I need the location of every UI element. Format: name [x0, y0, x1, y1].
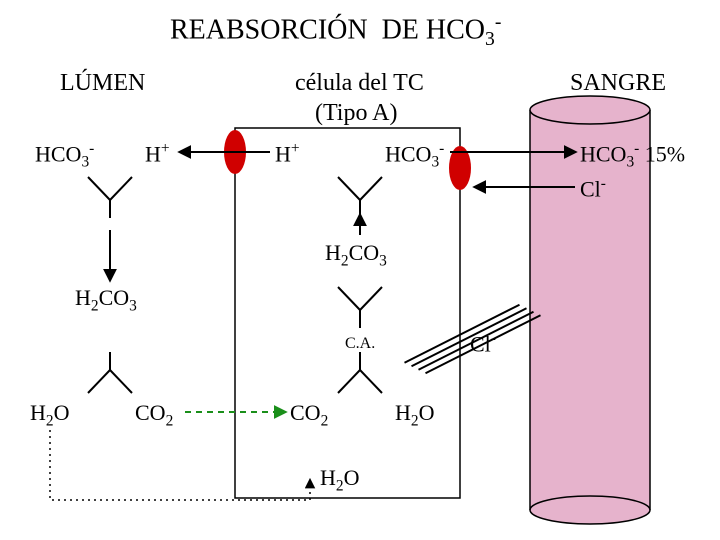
label-h2o_C: H2O: [395, 400, 434, 430]
label-co2_C: CO2: [290, 400, 328, 430]
label-hco3_C: HCO3-: [385, 140, 444, 172]
label-hplus_L: H+: [145, 140, 170, 167]
label-h2co3_L: H2CO3: [75, 285, 137, 315]
label-cl_R: Cl-: [580, 175, 606, 202]
diagram-title: REABSORCIÓN DE HCO3-: [170, 12, 501, 51]
label-cellTC: célula del TC: [295, 70, 424, 97]
label-cl_mid: Cl-: [470, 330, 496, 357]
label-hco3_R: HCO3- 15%: [580, 140, 685, 172]
label-sangre: SANGRE: [570, 70, 666, 97]
label-hplus_C: H+: [275, 140, 300, 167]
label-h2o_L: H2O: [30, 400, 69, 430]
label-h2o_B: H2O: [320, 465, 359, 495]
label-lumen: LÚMEN: [60, 70, 145, 97]
label-hco3_L: HCO3-: [35, 140, 94, 172]
label-co2_L: CO2: [135, 400, 173, 430]
label-tipoA: (Tipo A): [315, 100, 397, 127]
label-ca: C.A.: [345, 335, 375, 353]
label-h2co3_C: H2CO3: [325, 240, 387, 270]
